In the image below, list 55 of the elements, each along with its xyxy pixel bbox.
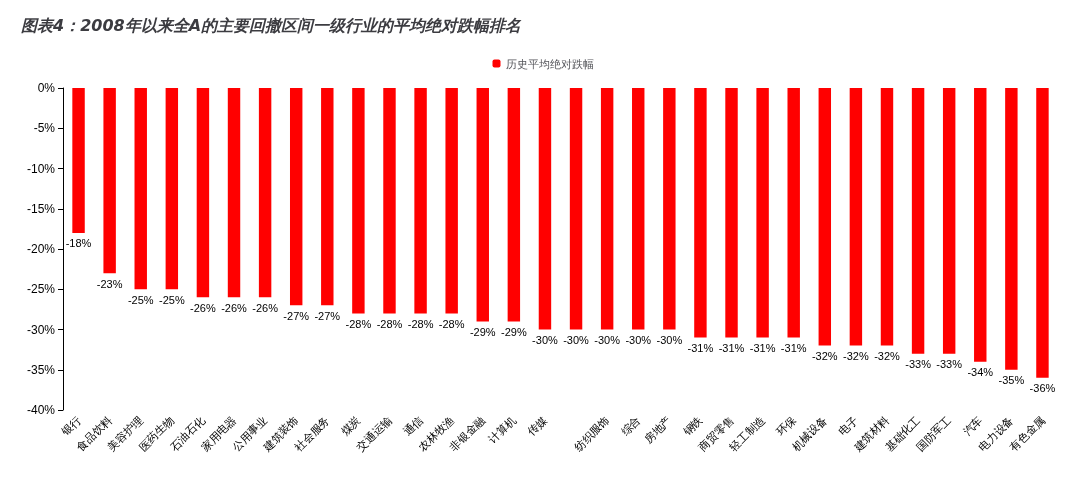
chart-title: 图表4：2008年以来全A的主要回撤区间一级行业的平均绝对跌幅排名 <box>21 15 523 35</box>
data-label: -23% <box>96 277 123 290</box>
x-tick-label: 煤炭 <box>338 413 363 438</box>
x-tick-label: 纺织服饰 <box>571 413 612 454</box>
y-tick-label: -10% <box>26 161 56 176</box>
data-label: -26% <box>221 301 248 314</box>
data-label: -34% <box>967 366 994 379</box>
legend-label: 历史平均绝对跌幅 <box>505 57 594 70</box>
x-tick-label: 通信 <box>400 413 425 438</box>
data-label: -32% <box>811 350 838 363</box>
y-tick-label: -35% <box>26 362 56 377</box>
y-tick-label: -30% <box>26 322 56 337</box>
y-tick-label: -5% <box>33 121 56 136</box>
y-tick-label: 0% <box>37 81 56 95</box>
data-label: -30% <box>532 334 559 346</box>
data-label: -27% <box>314 309 341 322</box>
data-label: -32% <box>874 350 901 363</box>
data-label: -26% <box>252 301 279 314</box>
data-label: -25% <box>158 293 185 306</box>
x-tick-label: 计算机 <box>486 413 519 446</box>
x-tick-label: 综合 <box>618 413 643 438</box>
data-label: -27% <box>283 309 310 322</box>
data-label: -31% <box>780 342 807 355</box>
y-tick-label: -15% <box>26 201 56 216</box>
data-label: -30% <box>594 334 621 346</box>
data-label: -33% <box>936 358 963 371</box>
y-tick-label: -25% <box>26 282 56 297</box>
data-label: -29% <box>501 325 527 338</box>
x-tick-label: 钢铁 <box>679 413 705 439</box>
data-label: -36% <box>1029 382 1056 395</box>
data-label: -32% <box>843 350 869 363</box>
data-label: -25% <box>127 293 154 306</box>
x-tick-label: 银行 <box>58 413 83 439</box>
data-label: -29% <box>469 325 496 338</box>
data-label: -30% <box>656 334 683 346</box>
x-tick-label: 环保 <box>773 413 798 438</box>
data-label: -31% <box>718 342 745 355</box>
data-label: -31% <box>749 342 776 355</box>
x-tick-label: 汽车 <box>960 413 985 438</box>
x-tick-label: 电子 <box>836 413 861 438</box>
y-tick-label: -40% <box>26 403 56 417</box>
data-label: -28% <box>407 317 434 330</box>
data-label: -30% <box>563 334 590 346</box>
data-label: -26% <box>190 301 216 314</box>
x-tick-label: 房地产 <box>641 413 674 446</box>
data-label: -28% <box>345 317 372 330</box>
data-label: -31% <box>687 342 714 355</box>
x-tick-label: 传媒 <box>525 413 550 438</box>
data-label: -35% <box>998 374 1025 387</box>
data-label: -28% <box>438 317 465 330</box>
data-label: -28% <box>376 317 403 330</box>
data-label: -30% <box>625 334 652 346</box>
y-tick-label: -20% <box>26 242 56 256</box>
data-label: -33% <box>905 358 932 371</box>
data-label: -18% <box>65 237 92 250</box>
